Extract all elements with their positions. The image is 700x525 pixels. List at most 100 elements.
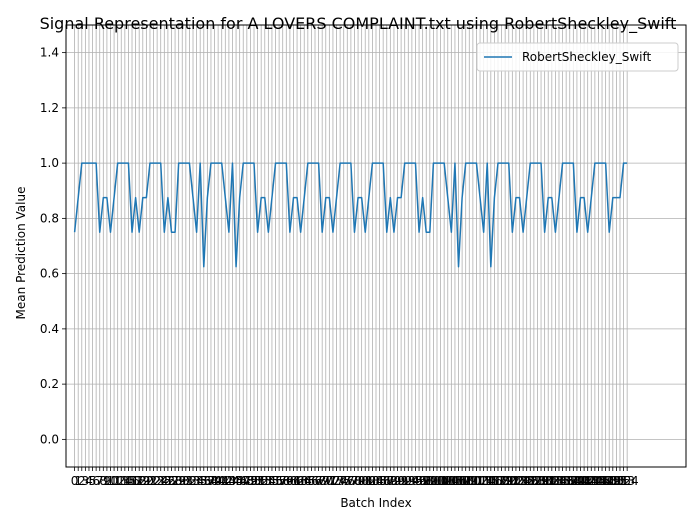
y-tick-label: 0.6 bbox=[40, 267, 59, 281]
x-tick-label: 117 bbox=[483, 474, 506, 488]
x-axis-label: Batch Index bbox=[340, 496, 411, 510]
x-tick-label: 120 bbox=[494, 474, 517, 488]
x-tick-label: 13 bbox=[114, 474, 129, 488]
x-tick-label: 153 bbox=[612, 474, 635, 488]
x-tick-label: 24 bbox=[153, 474, 168, 488]
series-line-robertsheckley-swift bbox=[73, 162, 628, 268]
x-tick-label: 83 bbox=[365, 474, 380, 488]
x-tick-label: 129 bbox=[526, 474, 549, 488]
x-tick-label: 139 bbox=[562, 474, 585, 488]
x-tick-label: 88 bbox=[383, 474, 398, 488]
x-tick-label: 23 bbox=[149, 474, 164, 488]
x-tick-label: 67 bbox=[307, 474, 322, 488]
x-tick-label: 95 bbox=[408, 474, 423, 488]
x-tick-label: 90 bbox=[390, 474, 405, 488]
x-tick-label: 22 bbox=[146, 474, 161, 488]
x-tick-label: 111 bbox=[461, 474, 484, 488]
x-tick-label: 12 bbox=[110, 474, 125, 488]
x-tick-label: 142 bbox=[573, 474, 596, 488]
x-tick-label: 99 bbox=[422, 474, 437, 488]
x-tick-label: 81 bbox=[358, 474, 373, 488]
x-tick-label: 68 bbox=[311, 474, 326, 488]
x-tick-label: 76 bbox=[340, 474, 355, 488]
x-tick-label: 30 bbox=[175, 474, 190, 488]
x-tick-label: 66 bbox=[304, 474, 319, 488]
x-tick-label: 134 bbox=[544, 474, 567, 488]
x-tick-label: 2 bbox=[78, 474, 86, 488]
x-tick-label: 19 bbox=[135, 474, 150, 488]
y-tick-label: 1.4 bbox=[40, 46, 59, 60]
x-tick-label: 40 bbox=[210, 474, 225, 488]
x-tick-label: 113 bbox=[469, 474, 492, 488]
x-tick-label: 141 bbox=[569, 474, 592, 488]
x-axis-ticks: 0123456789101112131415161718192021222324… bbox=[71, 467, 639, 488]
x-tick-label: 140 bbox=[565, 474, 588, 488]
x-tick-label: 123 bbox=[504, 474, 527, 488]
x-tick-label: 131 bbox=[533, 474, 556, 488]
x-tick-label: 132 bbox=[537, 474, 560, 488]
x-tick-label: 65 bbox=[300, 474, 315, 488]
x-tick-label: 136 bbox=[551, 474, 574, 488]
legend: RobertSheckley_Swift bbox=[476, 42, 679, 72]
x-tick-label: 4 bbox=[85, 474, 93, 488]
x-tick-label: 27 bbox=[164, 474, 179, 488]
x-grid-lines bbox=[74, 25, 628, 467]
x-tick-label: 138 bbox=[558, 474, 581, 488]
x-tick-label: 73 bbox=[329, 474, 344, 488]
y-tick-label: 1.0 bbox=[40, 156, 59, 170]
x-tick-label: 54 bbox=[261, 474, 276, 488]
x-tick-label: 124 bbox=[508, 474, 531, 488]
x-tick-label: 50 bbox=[246, 474, 261, 488]
x-tick-label: 101 bbox=[426, 474, 449, 488]
x-tick-label: 127 bbox=[519, 474, 542, 488]
x-tick-label: 96 bbox=[411, 474, 426, 488]
x-tick-label: 119 bbox=[490, 474, 513, 488]
x-tick-label: 11 bbox=[106, 474, 121, 488]
x-tick-label: 28 bbox=[167, 474, 182, 488]
x-tick-label: 91 bbox=[393, 474, 408, 488]
x-tick-label: 121 bbox=[497, 474, 520, 488]
x-tick-label: 74 bbox=[332, 474, 347, 488]
x-tick-label: 151 bbox=[605, 474, 628, 488]
x-tick-label: 42 bbox=[218, 474, 233, 488]
x-tick-label: 152 bbox=[609, 474, 632, 488]
x-tick-label: 130 bbox=[530, 474, 553, 488]
x-tick-label: 29 bbox=[171, 474, 186, 488]
x-tick-label: 107 bbox=[447, 474, 470, 488]
y-tick-label: 1.2 bbox=[40, 101, 59, 115]
x-tick-label: 48 bbox=[239, 474, 254, 488]
x-tick-label: 146 bbox=[587, 474, 610, 488]
x-tick-label: 118 bbox=[487, 474, 510, 488]
x-tick-label: 37 bbox=[200, 474, 215, 488]
x-tick-label: 15 bbox=[121, 474, 136, 488]
x-tick-label: 82 bbox=[361, 474, 376, 488]
x-tick-label: 147 bbox=[591, 474, 614, 488]
x-tick-label: 3 bbox=[82, 474, 90, 488]
x-tick-label: 103 bbox=[433, 474, 456, 488]
x-tick-label: 63 bbox=[293, 474, 308, 488]
x-tick-label: 89 bbox=[386, 474, 401, 488]
x-tick-label: 59 bbox=[279, 474, 294, 488]
x-tick-label: 6 bbox=[92, 474, 100, 488]
x-tick-label: 125 bbox=[512, 474, 535, 488]
x-tick-label: 21 bbox=[142, 474, 157, 488]
x-tick-label: 72 bbox=[325, 474, 340, 488]
x-tick-label: 38 bbox=[203, 474, 218, 488]
x-tick-label: 5 bbox=[89, 474, 97, 488]
x-tick-label: 45 bbox=[228, 474, 243, 488]
x-tick-label: 61 bbox=[286, 474, 301, 488]
x-tick-label: 18 bbox=[132, 474, 147, 488]
x-tick-label: 26 bbox=[160, 474, 175, 488]
x-tick-label: 33 bbox=[185, 474, 200, 488]
x-tick-label: 144 bbox=[580, 474, 603, 488]
x-tick-label: 110 bbox=[458, 474, 481, 488]
x-tick-label: 62 bbox=[289, 474, 304, 488]
x-tick-label: 79 bbox=[350, 474, 365, 488]
x-tick-label: 80 bbox=[354, 474, 369, 488]
x-tick-label: 31 bbox=[178, 474, 193, 488]
x-tick-label: 51 bbox=[250, 474, 265, 488]
x-tick-label: 71 bbox=[322, 474, 337, 488]
x-tick-label: 126 bbox=[515, 474, 538, 488]
x-tick-label: 25 bbox=[157, 474, 172, 488]
